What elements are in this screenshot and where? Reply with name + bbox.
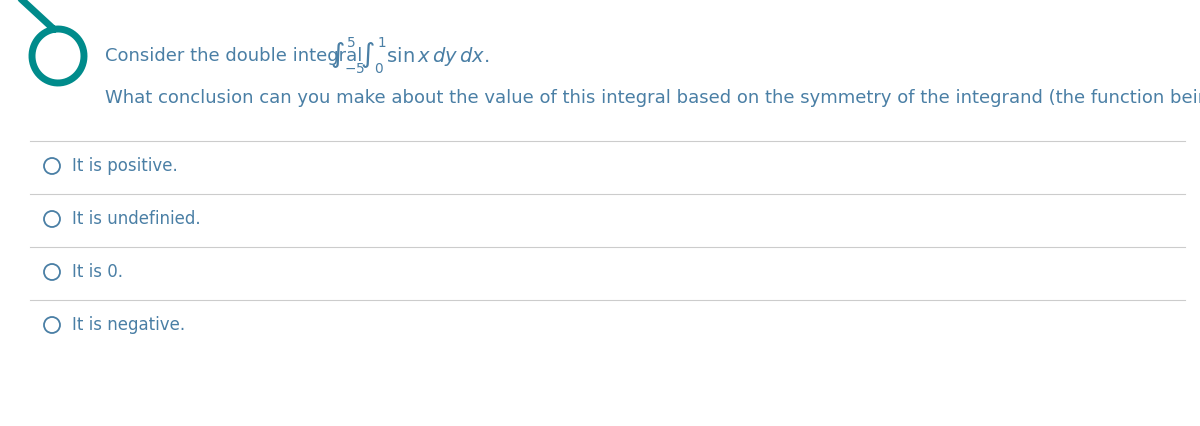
Text: $\int_{-5}^{5}\! \int_{0}^{1} \sin x\, dy\, dx.$: $\int_{-5}^{5}\! \int_{0}^{1} \sin x\, d… <box>330 36 490 76</box>
Text: It is 0.: It is 0. <box>72 263 124 281</box>
Text: It is positive.: It is positive. <box>72 157 178 175</box>
Text: It is undefinied.: It is undefinied. <box>72 210 200 228</box>
Text: It is negative.: It is negative. <box>72 316 185 334</box>
Text: Consider the double integral: Consider the double integral <box>106 47 368 65</box>
Text: What conclusion can you make about the value of this integral based on the symme: What conclusion can you make about the v… <box>106 89 1200 107</box>
